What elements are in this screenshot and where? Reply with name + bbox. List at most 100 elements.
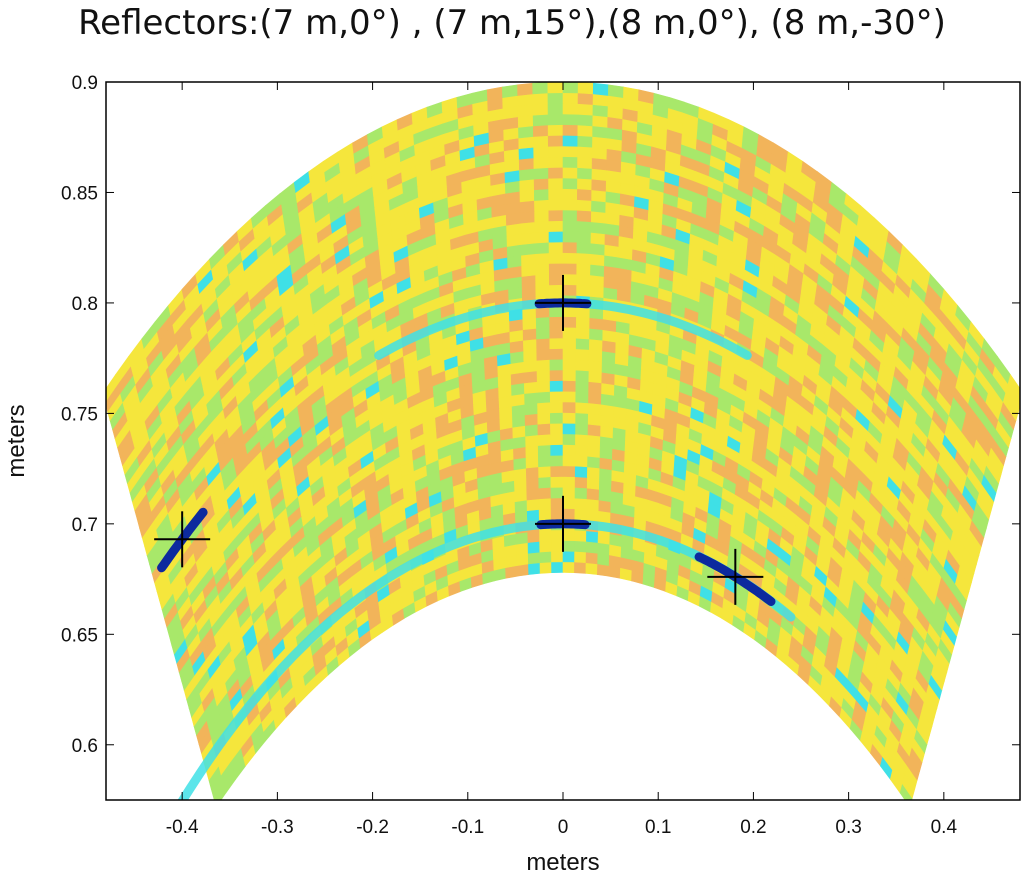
heat-cell bbox=[590, 232, 606, 245]
y-tick-label: 0.85 bbox=[61, 183, 98, 204]
heat-cell bbox=[537, 401, 551, 414]
heat-cell bbox=[590, 210, 606, 224]
reflector-markers bbox=[154, 274, 776, 606]
heat-cell bbox=[549, 390, 564, 403]
heat-cell bbox=[512, 435, 527, 449]
heat-cell bbox=[562, 188, 578, 200]
heat-cell bbox=[562, 220, 578, 232]
heat-cell bbox=[587, 413, 602, 426]
heat-cell bbox=[535, 284, 550, 297]
heat-cell bbox=[562, 316, 577, 328]
heat-cell bbox=[586, 509, 600, 522]
heat-cell bbox=[601, 371, 616, 386]
heat-cell bbox=[536, 369, 551, 382]
heat-cell bbox=[585, 562, 598, 575]
heat-cell bbox=[548, 166, 564, 179]
heat-cell bbox=[549, 284, 564, 296]
heat-cell bbox=[523, 381, 538, 394]
heat-cell bbox=[536, 348, 551, 361]
heat-cell bbox=[575, 380, 590, 393]
heat-cell bbox=[576, 263, 591, 276]
heat-cell bbox=[550, 529, 564, 542]
heat-cell bbox=[548, 188, 564, 200]
heat-cell bbox=[538, 476, 552, 489]
x-tick-label: -0.3 bbox=[261, 817, 294, 838]
heat-cell bbox=[537, 455, 552, 468]
heat-cell bbox=[587, 423, 602, 437]
heat-cell bbox=[547, 113, 564, 126]
heat-cell bbox=[589, 327, 604, 341]
heat-cell bbox=[562, 412, 577, 424]
heat-cell bbox=[518, 125, 534, 139]
heat-cell bbox=[562, 134, 579, 147]
heat-cell bbox=[537, 412, 551, 425]
heat-cell bbox=[587, 455, 601, 469]
heat-cell bbox=[536, 327, 551, 340]
heat-cell bbox=[575, 337, 590, 350]
heat-cell bbox=[528, 562, 541, 575]
heat-cell bbox=[511, 393, 526, 407]
heat-cell bbox=[562, 156, 578, 168]
heat-cell bbox=[575, 423, 589, 436]
heat-cell bbox=[562, 422, 576, 435]
heat-cell bbox=[534, 209, 550, 223]
heat-cell bbox=[549, 348, 564, 360]
heat-cell bbox=[524, 391, 538, 405]
heat-cell bbox=[550, 433, 564, 446]
heat-cell bbox=[533, 156, 549, 169]
x-tick-label: 0.4 bbox=[931, 817, 958, 838]
heat-cell bbox=[598, 510, 612, 524]
heat-cell bbox=[547, 134, 564, 147]
heat-cell bbox=[562, 82, 579, 94]
heat-cell bbox=[532, 92, 549, 105]
heat-cell bbox=[574, 465, 588, 478]
heat-cell bbox=[587, 402, 602, 416]
heat-cell bbox=[519, 178, 535, 192]
heat-cell bbox=[590, 242, 606, 256]
heat-cell bbox=[519, 189, 535, 203]
x-tick-label: 0.2 bbox=[740, 817, 766, 838]
heat-cell bbox=[576, 241, 592, 255]
heat-cell bbox=[538, 465, 552, 478]
heat-cell bbox=[521, 274, 537, 288]
heat-cell bbox=[513, 457, 527, 471]
heat-cell bbox=[588, 370, 603, 384]
heat-cell bbox=[514, 489, 528, 503]
heat-cell bbox=[550, 422, 564, 435]
heat-cell bbox=[533, 145, 549, 159]
heat-cell bbox=[551, 561, 564, 574]
heat-cell bbox=[536, 337, 551, 350]
heat-cell bbox=[512, 425, 526, 439]
heat-cell bbox=[562, 262, 578, 275]
y-tick-label: 0.6 bbox=[72, 736, 98, 757]
heat-cell bbox=[586, 498, 600, 512]
heat-cell bbox=[577, 92, 594, 105]
heat-cell bbox=[539, 561, 552, 574]
heat-cell bbox=[586, 477, 600, 490]
heat-cell bbox=[577, 82, 594, 95]
heat-cell bbox=[575, 359, 590, 372]
heat-cell bbox=[525, 466, 540, 480]
heat-cell bbox=[562, 102, 579, 115]
heat-cell bbox=[592, 82, 609, 96]
heat-cell bbox=[562, 561, 575, 574]
heat-cell bbox=[575, 433, 589, 446]
heat-cell bbox=[550, 444, 564, 456]
heat-cell bbox=[550, 476, 564, 488]
heat-cell bbox=[550, 454, 564, 467]
heat-cell bbox=[590, 264, 605, 277]
heat-cell bbox=[562, 124, 579, 136]
heat-cell bbox=[547, 124, 564, 136]
heat-cell bbox=[539, 529, 552, 542]
heat-cell bbox=[576, 273, 591, 287]
heat-cell bbox=[551, 550, 564, 563]
heat-cell bbox=[1007, 373, 1020, 402]
heat-cell bbox=[562, 550, 575, 563]
heat-cell bbox=[518, 146, 535, 160]
heat-cell bbox=[525, 455, 539, 469]
heat-cell bbox=[562, 369, 577, 382]
heat-cell bbox=[562, 230, 578, 243]
heat-cell bbox=[590, 221, 606, 235]
heat-cell bbox=[516, 552, 529, 566]
y-tick-label: 0.7 bbox=[72, 515, 98, 536]
